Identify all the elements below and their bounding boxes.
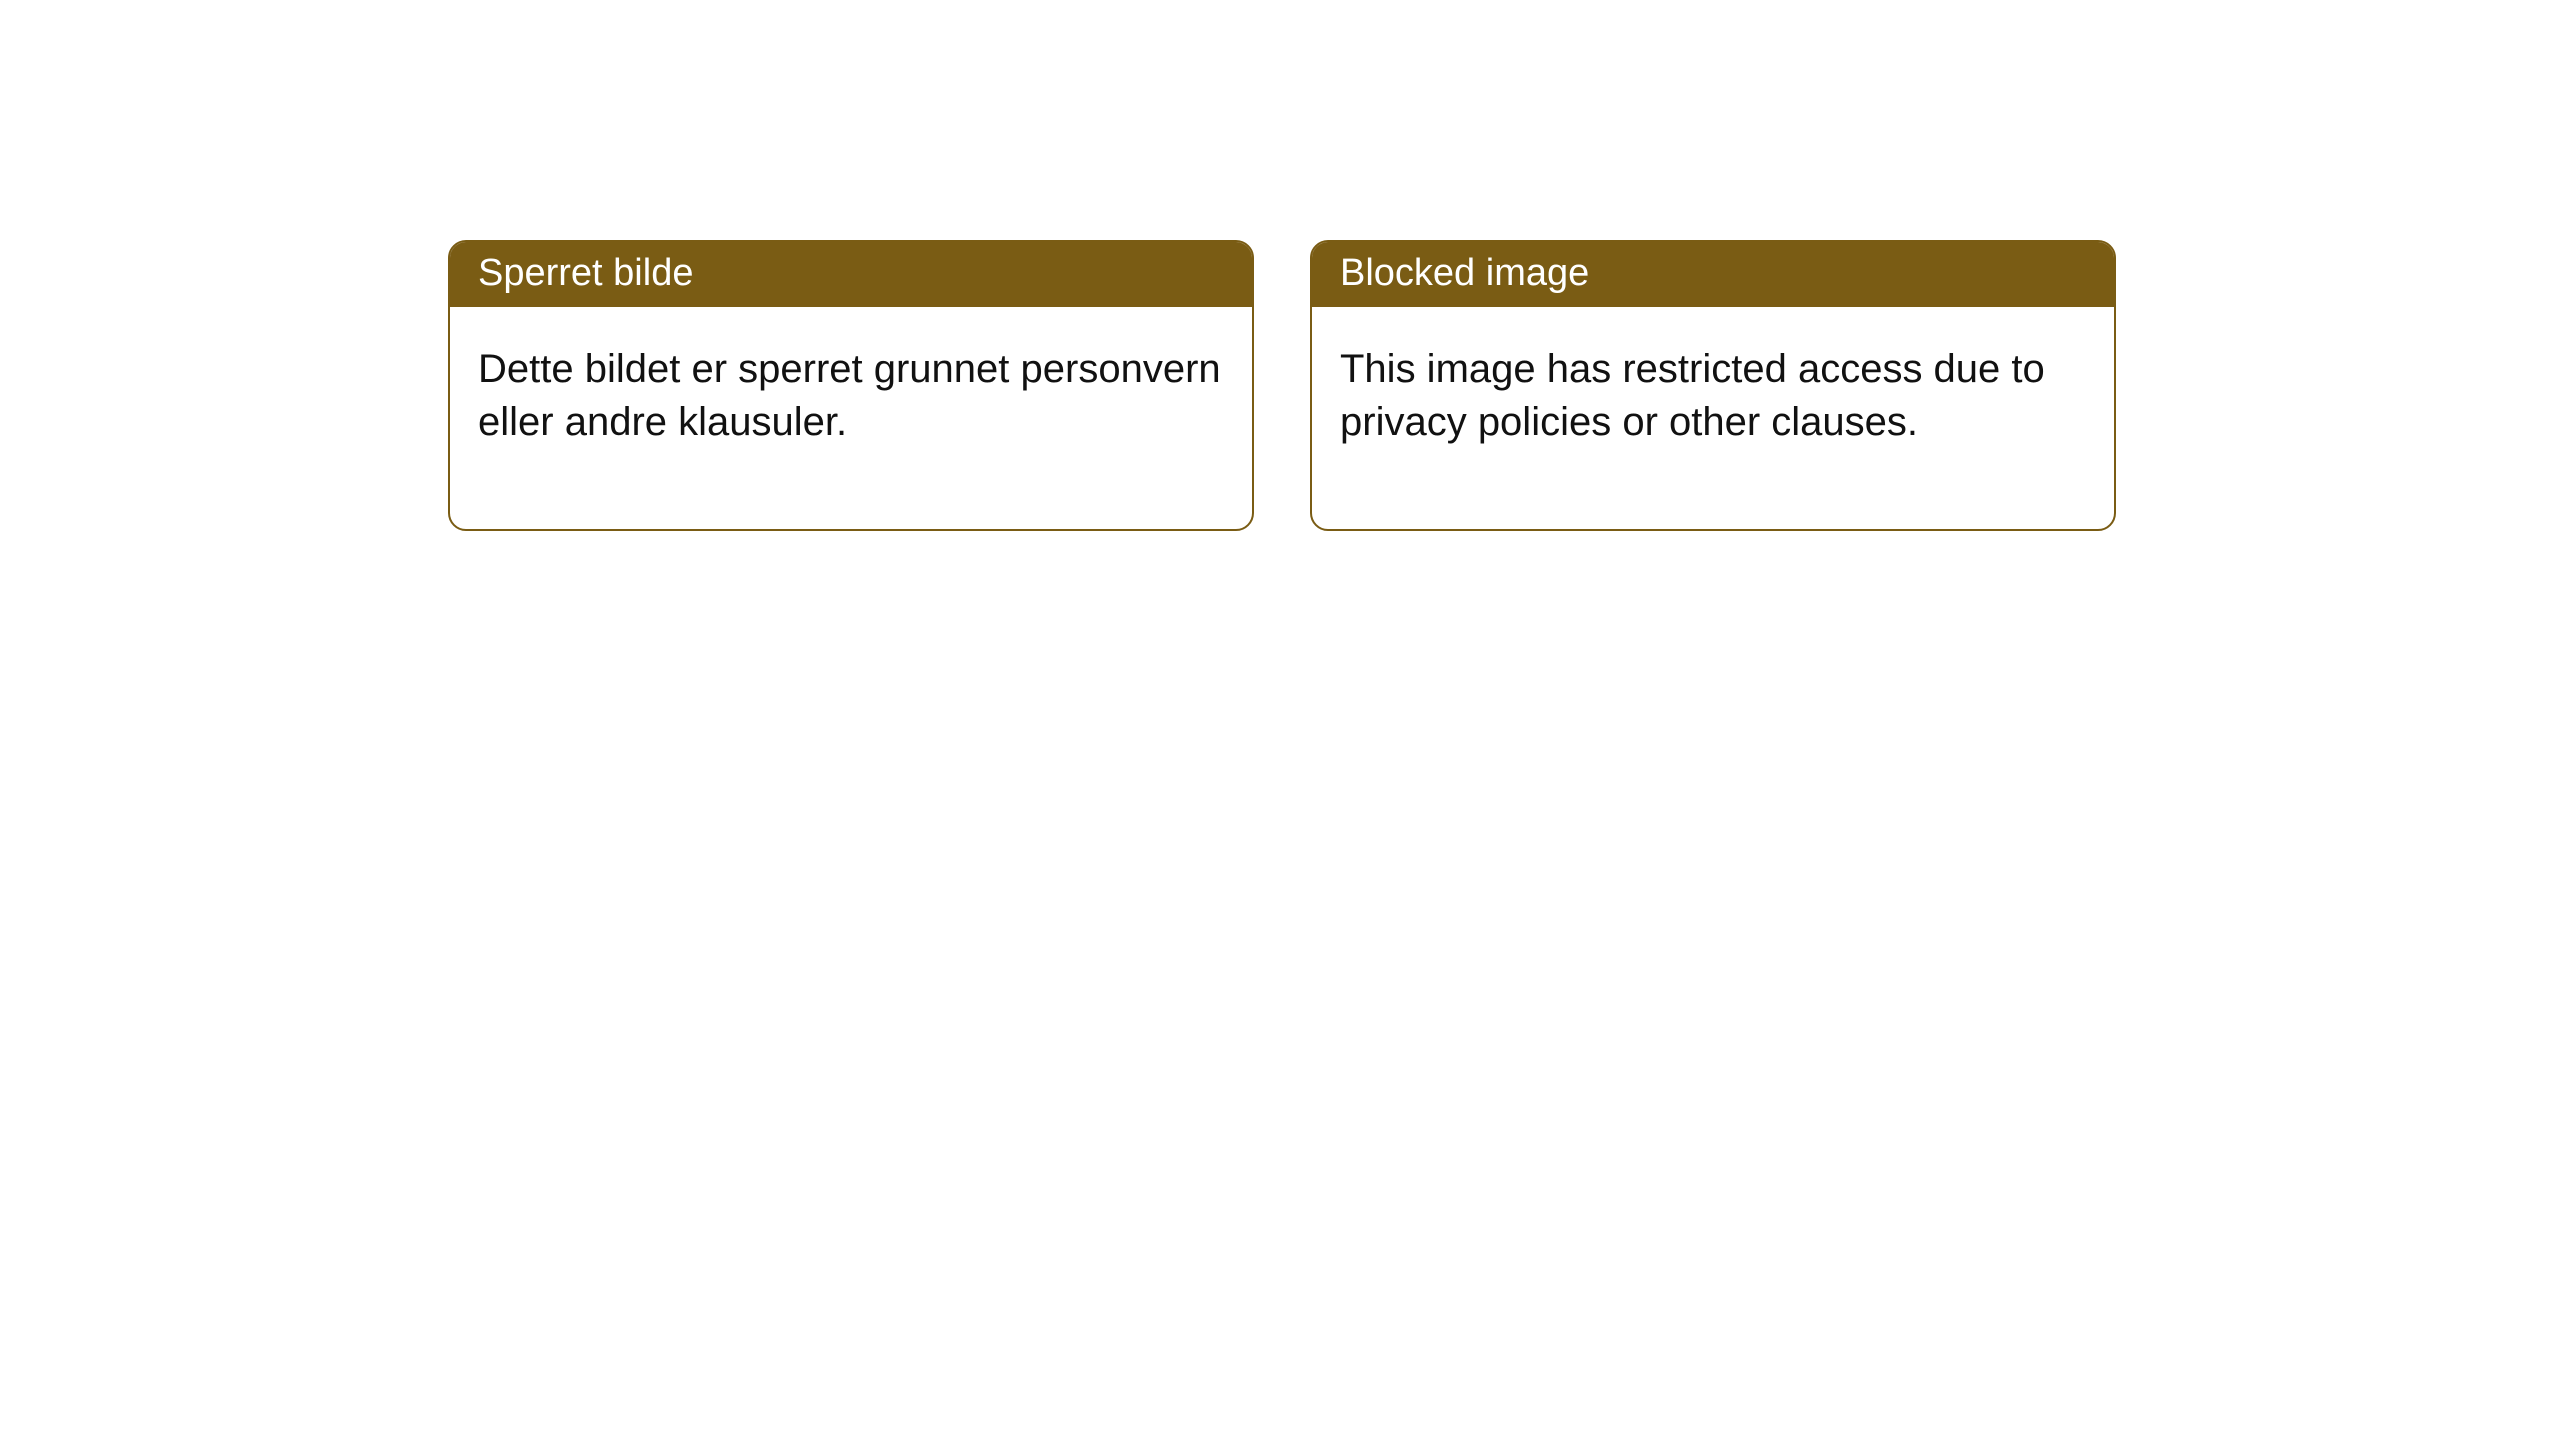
notice-title: Blocked image xyxy=(1312,242,2114,307)
notice-card-english: Blocked image This image has restricted … xyxy=(1310,240,2116,531)
notice-body: This image has restricted access due to … xyxy=(1312,307,2114,529)
notice-title: Sperret bilde xyxy=(450,242,1252,307)
notice-card-norwegian: Sperret bilde Dette bildet er sperret gr… xyxy=(448,240,1254,531)
notice-container: Sperret bilde Dette bildet er sperret gr… xyxy=(0,0,2560,531)
notice-body: Dette bildet er sperret grunnet personve… xyxy=(450,307,1252,529)
